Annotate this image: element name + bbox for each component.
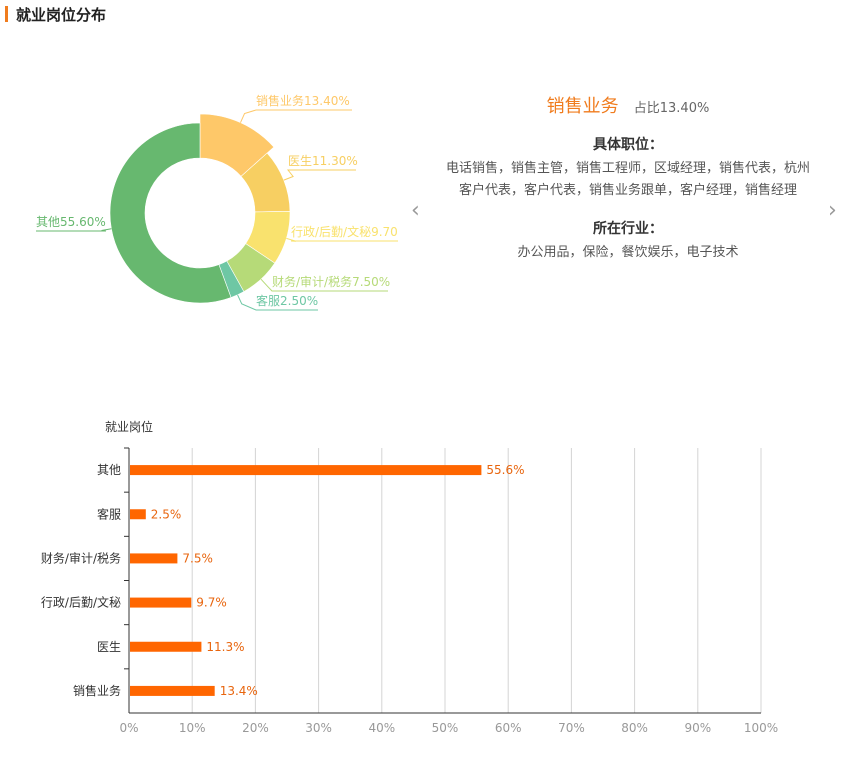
prev-arrow-icon[interactable]: ‹ (411, 198, 420, 223)
x-tick-label: 90% (684, 721, 711, 735)
bar[interactable] (130, 509, 146, 520)
donut-label: 其他55.60% (36, 215, 106, 229)
x-tick-label: 50% (432, 721, 459, 735)
donut-leader-line (237, 294, 318, 311)
detail-panel: 销售业务 占比13.40% 具体职位： 电话销售，销售主管，销售工程师，区域经理… (438, 92, 818, 264)
bar-value-label: 55.6% (486, 463, 524, 477)
next-arrow-icon[interactable]: › (828, 198, 837, 223)
detail-header: 销售业务 占比13.40% (438, 92, 818, 118)
donut-label: 财务/审计/税务7.50% (272, 274, 390, 289)
positions-heading: 具体职位： (593, 137, 663, 153)
x-tick-label: 40% (368, 721, 395, 735)
donut-leader-line (286, 237, 398, 242)
donut-leader-line (36, 228, 112, 232)
donut-leader-line (260, 278, 388, 292)
x-tick-label: 100% (744, 721, 778, 735)
donut-slice[interactable] (199, 113, 275, 177)
donut-chart: 销售业务13.40% 医生11.30% 行政/后勤/文秘9.70 财务/审计/税务7.… (36, 93, 398, 311)
donut-leader-line (283, 169, 356, 181)
x-tick-label: 70% (558, 721, 585, 735)
donut-slice[interactable] (109, 122, 232, 304)
donut-label: 客服2.50% (256, 293, 318, 308)
bar-value-label: 13.4% (220, 684, 258, 698)
x-tick-label: 30% (305, 721, 332, 735)
bar[interactable] (130, 641, 202, 652)
x-tick-label: 0% (119, 721, 138, 735)
bar-value-label: 9.7% (196, 596, 227, 610)
bar[interactable] (130, 685, 215, 696)
x-tick-label: 80% (621, 721, 648, 735)
positions-text: 电话销售，销售主管，销售工程师，区域经理，销售代表，杭州客户代表，客户代表，销售… (445, 161, 810, 198)
donut-leader-line (239, 109, 352, 123)
page-title: 就业岗位分布 (16, 5, 107, 24)
x-tick-label: 20% (242, 721, 269, 735)
industry-heading: 所在行业： (593, 221, 663, 237)
y-axis-title: 就业岗位 (105, 419, 153, 434)
detail-position-name: 销售业务 (546, 96, 619, 117)
category-label: 销售业务 (73, 683, 121, 698)
bar-value-label: 11.3% (206, 640, 244, 654)
detail-share: 占比13.40% (633, 101, 710, 116)
bar-value-label: 7.5% (182, 551, 213, 565)
bar[interactable] (130, 465, 482, 476)
donut-label: 行政/后勤/文秘9.70 (291, 224, 398, 239)
donut-label: 医生11.30% (288, 154, 358, 168)
category-label: 行政/后勤/文秘 (41, 595, 121, 610)
x-tick-label: 10% (179, 721, 206, 735)
category-label: 其他 (97, 463, 121, 477)
bar-value-label: 2.5% (151, 507, 182, 521)
category-label: 医生 (97, 640, 121, 654)
category-label: 财务/审计/税务 (41, 550, 121, 565)
header-accent-bar (5, 6, 8, 22)
x-tick-label: 60% (495, 721, 522, 735)
bar[interactable] (130, 597, 192, 608)
industry-text: 办公用品，保险，餐饮娱乐，电子技术 (517, 245, 739, 260)
category-label: 客服 (97, 506, 121, 521)
bar[interactable] (130, 553, 178, 564)
donut-label: 销售业务13.40% (256, 93, 350, 108)
section-header: 就业岗位分布 (5, 4, 106, 24)
